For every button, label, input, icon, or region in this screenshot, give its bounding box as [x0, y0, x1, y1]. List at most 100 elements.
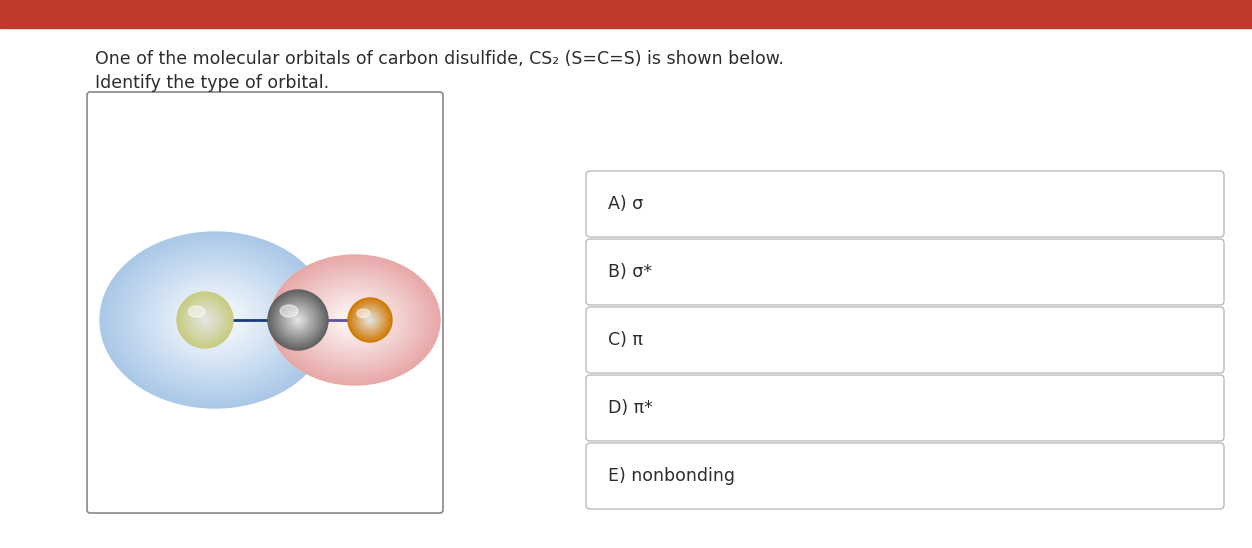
Ellipse shape	[133, 256, 298, 384]
Circle shape	[195, 310, 215, 330]
Ellipse shape	[106, 237, 323, 403]
Ellipse shape	[155, 274, 274, 366]
Circle shape	[184, 299, 227, 341]
Circle shape	[293, 315, 303, 326]
Circle shape	[204, 318, 207, 321]
Ellipse shape	[213, 318, 218, 322]
Ellipse shape	[329, 300, 381, 340]
Circle shape	[179, 294, 230, 346]
Ellipse shape	[116, 244, 314, 396]
Ellipse shape	[302, 279, 408, 360]
Ellipse shape	[321, 294, 389, 346]
Circle shape	[294, 316, 302, 324]
Circle shape	[369, 319, 371, 321]
Ellipse shape	[105, 236, 326, 404]
Ellipse shape	[167, 283, 263, 357]
Ellipse shape	[208, 315, 222, 326]
Ellipse shape	[148, 269, 282, 371]
Circle shape	[202, 317, 209, 323]
Circle shape	[192, 306, 219, 334]
Ellipse shape	[172, 287, 259, 353]
Circle shape	[199, 313, 212, 326]
Circle shape	[366, 316, 374, 324]
Ellipse shape	[205, 313, 224, 327]
Ellipse shape	[316, 290, 394, 350]
Circle shape	[280, 302, 316, 338]
Circle shape	[289, 311, 307, 329]
Ellipse shape	[305, 282, 404, 358]
Circle shape	[282, 304, 314, 336]
Circle shape	[366, 315, 374, 325]
Circle shape	[272, 294, 324, 346]
Ellipse shape	[289, 269, 422, 370]
Circle shape	[199, 315, 210, 326]
Circle shape	[194, 310, 215, 330]
Ellipse shape	[324, 296, 386, 344]
Ellipse shape	[162, 279, 268, 361]
Ellipse shape	[353, 319, 357, 321]
Ellipse shape	[309, 285, 401, 355]
Circle shape	[178, 293, 233, 347]
FancyBboxPatch shape	[586, 171, 1224, 237]
Circle shape	[183, 298, 227, 342]
Circle shape	[197, 312, 213, 328]
Circle shape	[198, 312, 213, 328]
Circle shape	[268, 290, 328, 350]
FancyBboxPatch shape	[86, 92, 443, 513]
Ellipse shape	[339, 309, 371, 332]
Circle shape	[352, 302, 388, 338]
Circle shape	[203, 317, 208, 323]
Circle shape	[349, 300, 391, 340]
Circle shape	[187, 301, 224, 339]
Ellipse shape	[304, 281, 406, 359]
Text: A) σ: A) σ	[608, 195, 644, 213]
Circle shape	[204, 319, 205, 321]
Ellipse shape	[295, 275, 414, 366]
Circle shape	[289, 312, 307, 328]
Circle shape	[352, 301, 388, 339]
Circle shape	[269, 291, 327, 349]
FancyBboxPatch shape	[586, 307, 1224, 373]
Ellipse shape	[192, 302, 238, 338]
Ellipse shape	[333, 303, 377, 337]
Ellipse shape	[197, 306, 233, 334]
Circle shape	[283, 305, 313, 335]
Circle shape	[288, 310, 308, 330]
Circle shape	[189, 305, 220, 335]
Ellipse shape	[280, 263, 429, 377]
Ellipse shape	[199, 307, 232, 332]
Circle shape	[362, 312, 378, 328]
Ellipse shape	[282, 264, 428, 376]
Circle shape	[287, 309, 309, 331]
Ellipse shape	[280, 305, 298, 317]
Ellipse shape	[134, 259, 295, 381]
Circle shape	[275, 298, 321, 342]
Text: One of the molecular orbitals of carbon disulfide, CS₂ (S=C=S) is shown below.: One of the molecular orbitals of carbon …	[95, 50, 784, 68]
Ellipse shape	[146, 267, 284, 373]
Circle shape	[361, 311, 379, 329]
Circle shape	[183, 298, 228, 342]
Ellipse shape	[103, 234, 328, 406]
Text: E) nonbonding: E) nonbonding	[608, 467, 735, 485]
Circle shape	[270, 293, 326, 347]
Circle shape	[297, 319, 299, 321]
Circle shape	[178, 293, 232, 346]
Text: Identify the type of orbital.: Identify the type of orbital.	[95, 74, 329, 92]
Circle shape	[357, 307, 383, 333]
Circle shape	[368, 318, 372, 322]
Ellipse shape	[120, 248, 309, 392]
Circle shape	[278, 300, 318, 340]
Ellipse shape	[130, 255, 300, 385]
Circle shape	[354, 305, 386, 335]
Circle shape	[282, 304, 314, 336]
Ellipse shape	[342, 310, 368, 330]
Circle shape	[180, 295, 230, 345]
Ellipse shape	[347, 313, 363, 327]
Ellipse shape	[300, 278, 409, 362]
Ellipse shape	[337, 306, 373, 334]
Circle shape	[351, 301, 389, 339]
Ellipse shape	[210, 317, 219, 323]
Ellipse shape	[158, 276, 273, 364]
Ellipse shape	[119, 246, 312, 394]
Ellipse shape	[344, 312, 366, 328]
